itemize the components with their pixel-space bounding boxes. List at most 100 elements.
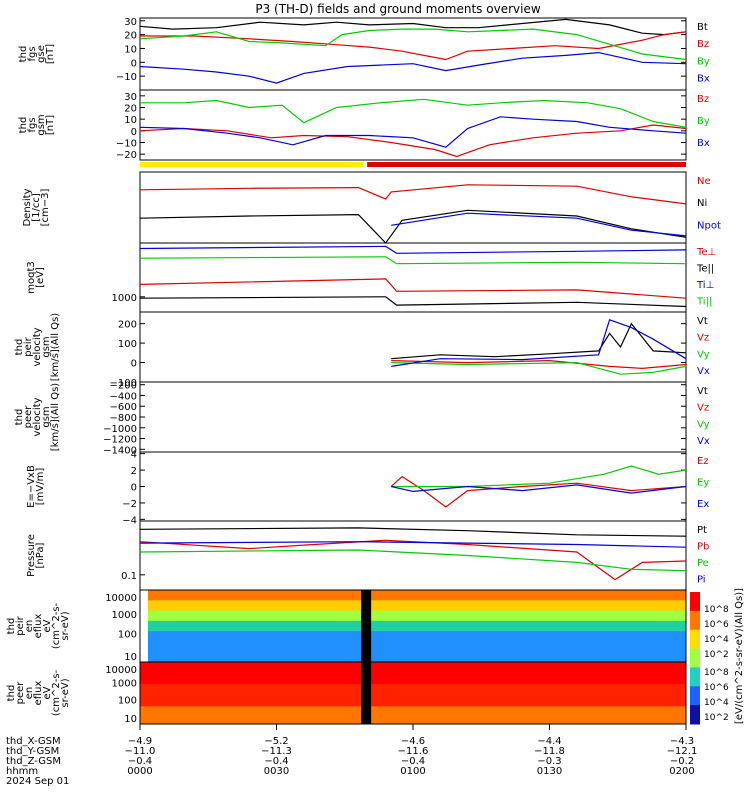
panel-0-ytick-label: 10 xyxy=(124,44,137,55)
series-ti-line xyxy=(139,245,687,254)
spectrogram-band xyxy=(140,693,686,698)
spectrogram-band xyxy=(140,701,686,707)
panel-2-ylabel: [cm−3] xyxy=(40,189,51,227)
series-bx-line xyxy=(139,116,687,148)
spectrogram-band xyxy=(140,670,686,676)
xaxis-value: −11.0 xyxy=(125,746,156,757)
panel-6-ytick-label: 0 xyxy=(131,483,137,494)
xaxis-value: −0.4 xyxy=(401,756,425,767)
panel-8-ylabel: eV xyxy=(42,619,53,632)
panel-8-ylabel: sr-eV) xyxy=(60,611,71,640)
legend-by: By xyxy=(697,116,710,127)
xaxis-row-label: thd_Z-GSM xyxy=(6,756,61,767)
colorbar-label: [eV/(cm^2-s-sr-eV)(All Qs)] xyxy=(734,588,745,724)
spectrogram-band xyxy=(140,590,686,596)
panel-5-ytick-label: −1200 xyxy=(103,435,137,446)
series-by-line xyxy=(139,28,687,61)
spectrogram-band xyxy=(140,697,686,703)
panel-9-ylabel: eV xyxy=(42,686,53,699)
spectrogram-band xyxy=(140,679,686,685)
xaxis-value: −5.2 xyxy=(264,736,288,747)
spectrogram-band xyxy=(140,595,686,601)
panel-9-ylabel: eflux xyxy=(33,681,44,706)
panel-8-ytick-label: 100 xyxy=(118,630,137,641)
panel-3-ytick-label: 1000 xyxy=(112,293,137,304)
panel-9-ytick-label: 1000 xyxy=(112,679,137,690)
panel-1-ytick-label: 30 xyxy=(124,92,137,103)
xaxis-value: 0100 xyxy=(400,766,425,777)
series-te-line xyxy=(139,296,687,308)
panel-5-ytick-label: −600 xyxy=(110,402,137,413)
colorbar-tick: 10^4 xyxy=(704,635,729,645)
xaxis-value: −0.2 xyxy=(670,756,694,767)
xaxis-row-label: hhmm xyxy=(6,766,38,777)
series-vz-line xyxy=(391,359,687,370)
xaxis-value: 0200 xyxy=(669,766,694,777)
legend-vy: Vy xyxy=(697,349,710,360)
spectrogram-band xyxy=(140,615,686,622)
panel-4-ylabel: gsm xyxy=(41,336,52,357)
legend-pe: Pe xyxy=(697,558,709,569)
panel-9-ytick-label: 10 xyxy=(124,714,137,725)
spectrogram-band xyxy=(140,651,686,658)
legend-bx: Bx xyxy=(697,73,710,84)
series-vy-line xyxy=(391,361,687,375)
series-pb-line xyxy=(139,539,687,581)
legend-ne: Ne xyxy=(697,176,711,187)
legend-vx: Vx xyxy=(697,436,710,447)
spectrogram-band xyxy=(140,605,686,612)
legend-pt: Pt xyxy=(697,525,707,536)
legend-bx: Bx xyxy=(697,138,710,149)
spectrogram-band xyxy=(140,631,686,637)
legend-ey: Ey xyxy=(697,478,709,489)
panel-8-ylabel: thd xyxy=(6,618,17,635)
xaxis-value: −4.4 xyxy=(537,736,561,747)
panel-0-ytick-label: 20 xyxy=(124,31,137,42)
series-ne-line xyxy=(139,184,687,205)
legend-ez: Ez xyxy=(697,456,709,467)
panel-1-ylabel: fgs xyxy=(27,117,38,132)
spectrogram-gap xyxy=(361,590,372,662)
panel-6-ytick-label: −4 xyxy=(122,515,137,526)
panel-7-ylabel: [nPa] xyxy=(35,542,46,568)
panel-2-ylabel: [1/cc] xyxy=(31,193,42,222)
panel-4-ytick-label: 0 xyxy=(131,359,137,370)
series-te-line xyxy=(139,278,687,299)
panel-8-ylabel: (cm^2-s- xyxy=(51,602,62,649)
spectrogram-band xyxy=(140,662,686,667)
panel-6-ytick-label: 2 xyxy=(131,466,137,477)
spectrogram-band xyxy=(140,620,686,627)
series-bt-line xyxy=(139,18,687,36)
panel-4-ylabel: peir xyxy=(23,336,34,356)
xaxis-value: 0130 xyxy=(537,766,562,777)
spectrogram-band xyxy=(140,641,686,648)
panel-5-ylabel: gsm xyxy=(41,406,52,427)
series-ey-line xyxy=(391,465,687,488)
colorbar-segment xyxy=(690,705,700,725)
spectrogram-band xyxy=(140,706,686,712)
xaxis-value: −12.1 xyxy=(667,746,698,757)
legend-ni: Ni xyxy=(697,198,707,209)
panel-1-ytick-label: −20 xyxy=(116,150,137,161)
panel-1-ylabel: [nT] xyxy=(45,115,56,135)
xaxis-row-label: thd_X-GSM xyxy=(6,736,61,747)
xaxis-value: −11.3 xyxy=(261,746,292,757)
series-bx-line xyxy=(139,51,687,84)
xaxis-value: −11.6 xyxy=(398,746,429,757)
colorbar-tick: 10^2 xyxy=(704,713,729,723)
spectrogram-band xyxy=(140,656,686,663)
panel-9-ylabel: sr-eV) xyxy=(60,678,71,707)
legend-pb: Pb xyxy=(697,541,709,552)
series-by-line xyxy=(140,98,687,128)
legend-bz: Bz xyxy=(697,39,709,50)
legend-vz: Vz xyxy=(697,403,709,414)
panel-5-ytick-label: −1000 xyxy=(103,424,137,435)
panel-4-ytick-label: −100 xyxy=(110,378,137,389)
xaxis-value: 0000 xyxy=(127,766,152,777)
panel-7-ytick-label: 0.1 xyxy=(121,571,137,582)
panel-5-ylabel: peer xyxy=(23,405,34,429)
xaxis-value: −4.3 xyxy=(670,736,694,747)
panel-0-ytick-label: −10 xyxy=(116,72,137,83)
colorbar-tick: 10^8 xyxy=(704,668,729,678)
